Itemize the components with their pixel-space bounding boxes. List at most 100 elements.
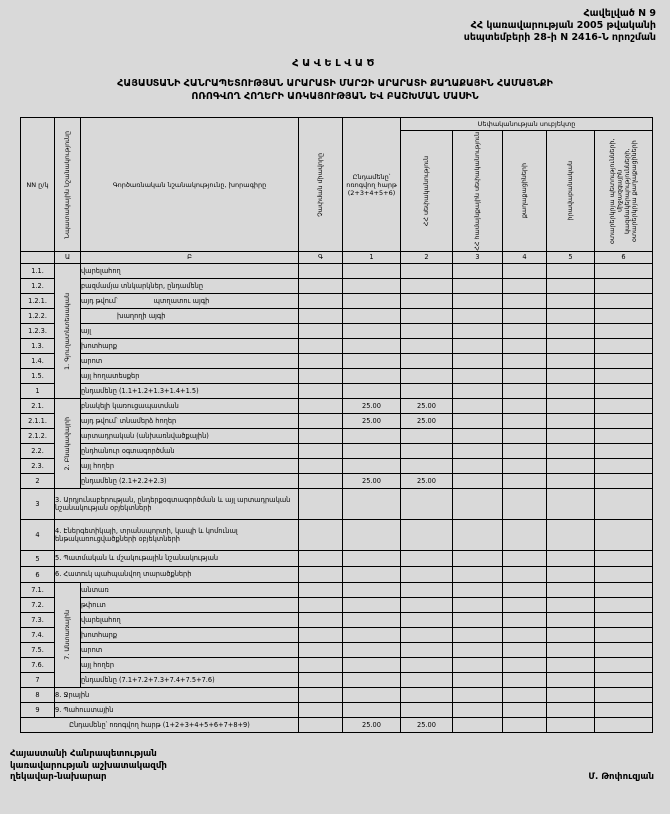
- row-label: 6. Հատուկ պահպանվող տարածքների: [54, 566, 299, 583]
- cell-total: [342, 278, 401, 294]
- th-community-label: ՀՀ համայնքային սեփականություն: [472, 131, 481, 251]
- cell-v2: [400, 687, 453, 703]
- cell-unit: [298, 473, 343, 489]
- cell-v5: [546, 519, 595, 551]
- row-label: 3. Արդյունաբերության, ընդերքօգտագործման …: [54, 488, 299, 520]
- section-label-text: 1. Գյուղատնտեսական: [62, 292, 71, 370]
- table-row: 2.1.1. այդ թվում՝ տնամերձ հողեր 25.00 25.00: [20, 413, 654, 429]
- row-label: ընդամենը (7.1+7.2+7.3+7.4+7.5+7.6): [80, 672, 299, 688]
- cell-total: [342, 353, 401, 369]
- cell-v4: [502, 398, 547, 414]
- cell-unit: [298, 368, 343, 384]
- row-number: 1.1.: [20, 263, 55, 279]
- grand-total-unit: [298, 717, 343, 733]
- cell-total: [342, 323, 401, 339]
- th-unit: Չափման միավորը: [298, 117, 343, 252]
- cell-v6: [593, 702, 654, 718]
- cell-unit: [298, 443, 343, 459]
- table-row: 2 ընդամենը (2.1+2.2+2.3) 25.00 25.00: [20, 473, 654, 489]
- table-row: 1 ընդամենը (1.1+1.2+1.3+1.4+1.5): [20, 383, 654, 399]
- cell-v3: [452, 398, 503, 414]
- cell-v5: [546, 657, 595, 673]
- cell-v2: 25.00: [400, 398, 453, 414]
- table-row: 7.4. խոտհարք: [20, 627, 654, 643]
- row-label: խոտհարք: [80, 627, 299, 643]
- cell-v5: [546, 323, 595, 339]
- table-row: 1.5. այլ հողատեսքեր: [20, 368, 654, 384]
- cell-v2: [400, 642, 453, 658]
- cell-v4: [502, 687, 547, 703]
- cell-total: [342, 383, 401, 399]
- row-label: խոտհարք: [80, 338, 299, 354]
- cell-v3: [452, 582, 503, 598]
- cell-unit: [298, 566, 343, 583]
- cell-v5: [546, 672, 595, 688]
- cell-v2: [400, 597, 453, 613]
- cell-unit: [298, 338, 343, 354]
- row-label: խաղողի այգի: [80, 308, 299, 324]
- page-title: ՀԱՅԱՍՏԱՆԻ ՀԱՆՐԱՊԵՏՈՒԹՅԱՆ ԱՐԱՐԱՏԻ ՄԱՐԶԻ Ա…: [0, 78, 670, 103]
- footer-line-3: ղեկավար-նախարար: [10, 772, 107, 783]
- cell-v2: [400, 428, 453, 444]
- cell-v2: [400, 657, 453, 673]
- cell-total: 25.00: [342, 473, 401, 489]
- row-label: վարելահող: [80, 612, 299, 628]
- cell-v2: [400, 672, 453, 688]
- cell-v5: [546, 353, 595, 369]
- row-label: 9. Պահուստային: [54, 702, 299, 718]
- cell-v5: [546, 566, 595, 583]
- cell-v6: [593, 566, 654, 583]
- grand-total-v3: [452, 717, 503, 733]
- row-number: 2.1.1.: [20, 413, 55, 429]
- cell-unit: [298, 428, 343, 444]
- row-number: 1.2.1.: [20, 293, 55, 309]
- row-label: թփուտ: [80, 597, 299, 613]
- cell-v4: [502, 263, 547, 279]
- row-label: արտադրական (անխառնվածքային): [80, 428, 299, 444]
- row-number: 7.6.: [20, 657, 55, 673]
- table-letter-row: Ա Բ Գ 1 2 3 4 5 6: [20, 251, 654, 264]
- cell-v3: [452, 293, 503, 309]
- row-number: 1.4.: [20, 353, 55, 369]
- cell-v5: [546, 627, 595, 643]
- row-label: ընդամենը (2.1+2.2+2.3): [80, 473, 299, 489]
- cell-unit: [298, 582, 343, 598]
- table-row: 7.1. 7. Անտառային անտառ: [20, 582, 654, 688]
- cell-v5: [546, 398, 595, 414]
- cell-unit: [298, 687, 343, 703]
- th-citizens-label: քաղաքացիների: [519, 163, 528, 219]
- row-label: արոտ: [80, 353, 299, 369]
- row-number: 8: [20, 687, 55, 703]
- cell-v3: [452, 672, 503, 688]
- th-foreign-label: օտարերկրյա պետությունների, միջազգային կա…: [607, 138, 638, 244]
- cell-v2: [400, 263, 453, 279]
- cell-total: [342, 672, 401, 688]
- appendix-word: ՀԱՎԵԼՎԱԾ: [292, 58, 378, 69]
- cell-unit: [298, 263, 343, 279]
- th-community: ՀՀ համայնքային սեփականություն: [452, 130, 503, 252]
- table-row: 1.2. բազմամյա տնկարկներ, ընդամենը: [20, 278, 654, 294]
- row-label: 8. Ջրային: [54, 687, 299, 703]
- cell-v6: [593, 519, 654, 551]
- cell-unit: [298, 278, 343, 294]
- row-number: 7.3.: [20, 612, 55, 628]
- row-label: բնակելի կառուցապատման: [80, 398, 299, 414]
- th-nn: NN ը/կ: [20, 117, 55, 252]
- cell-v6: [593, 383, 654, 399]
- cell-v4: [502, 672, 547, 688]
- letter-nn: [20, 251, 55, 264]
- cell-v3: [452, 353, 503, 369]
- th-foreign: օտարերկրյա պետությունների, միջազգային կա…: [593, 130, 654, 252]
- signature-block: Հայաստանի Հանրապետության կառավարության ա…: [10, 749, 670, 784]
- cell-unit: [298, 550, 343, 567]
- cell-v2: [400, 368, 453, 384]
- cell-v6: [593, 443, 654, 459]
- cell-v5: [546, 263, 595, 279]
- cell-v3: [452, 519, 503, 551]
- cell-v4: [502, 657, 547, 673]
- cell-unit: [298, 519, 343, 551]
- cell-v4: [502, 383, 547, 399]
- cell-v4: [502, 642, 547, 658]
- grand-total-row: Ընդամենը՝ ոռոգվող հարթ (1+2+3+4+5+6+7+8+…: [20, 717, 654, 733]
- cell-v5: [546, 458, 595, 474]
